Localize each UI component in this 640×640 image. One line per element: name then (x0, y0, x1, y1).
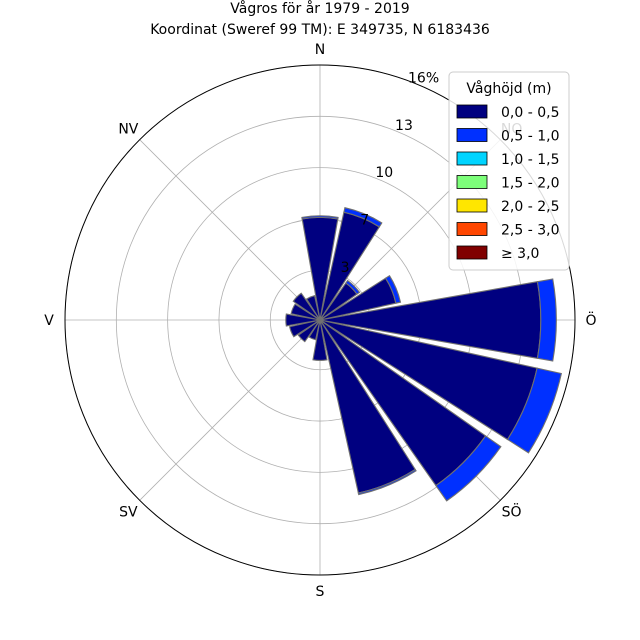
legend-label-5: 2,5 - 3,0 (501, 223, 559, 239)
legend-label-1: 0,5 - 1,0 (501, 129, 559, 145)
radial-tick-label-1: 7 (360, 213, 369, 229)
direction-label-NV: NV (118, 121, 138, 137)
sector-bar-11-bin-0 (288, 319, 321, 338)
legend-box (448, 71, 570, 271)
direction-label-N: N (315, 42, 325, 58)
direction-label-SV: SV (119, 505, 138, 521)
legend-label-3: 1,5 - 2,0 (501, 176, 559, 192)
sector-bar-1-bin-1 (343, 207, 383, 228)
sector-bar-15-bin-0 (305, 295, 321, 321)
sector-bar-6-bin-1 (435, 435, 502, 502)
legend-title: Våghöjd (m) (466, 80, 551, 97)
outer-frame (64, 64, 576, 576)
radial-tick-label-3: 13 (395, 118, 413, 134)
direction-label-SÖ: SÖ (502, 503, 522, 521)
legend-label-0: 0,0 - 0,5 (501, 105, 559, 121)
chart-title-line1: Vågros för år 1979 - 2019 (230, 0, 409, 17)
sector-bar-9-bin-0 (308, 319, 321, 341)
sector-bar-2-bin-1 (345, 279, 361, 295)
grid-spoke-7 (139, 139, 321, 321)
sector-bar-7-bin-1 (357, 468, 417, 496)
direction-label-V: V (44, 313, 54, 329)
sector-bar-0-bin-1 (301, 215, 339, 220)
legend-label-4: 2,0 - 2,5 (501, 199, 559, 215)
legend-swatch-5 (456, 222, 488, 236)
radial-tick-label-0: 3 (341, 260, 350, 276)
grid-spoke-5 (139, 319, 321, 501)
chart-title-line2: Koordinat (Sweref 99 TM): E 349735, N 61… (150, 22, 490, 38)
radial-tick-labels: 3 7 10 13 16% (341, 70, 440, 276)
sector-bar-4-bin-1 (536, 278, 557, 362)
legend-swatch-2 (456, 151, 488, 166)
legend: Våghöjd (m) 0,0 - 0,5 0,5 - 1,0 1,0 - 1,5 1,… (448, 71, 570, 271)
sector-bar-13-bin-0 (290, 303, 321, 321)
direction-label-Ö: Ö (585, 311, 596, 329)
sector-bar-5-bin-1 (506, 367, 563, 454)
sector-bar-12-bin-0 (285, 313, 321, 327)
legend-swatch-0 (456, 104, 488, 119)
radial-tick-label-2: 10 (375, 165, 393, 181)
legend-label-6: ≥ 3,0 (501, 246, 539, 262)
direction-label-S: S (316, 584, 325, 600)
radial-tick-label-4: 16% (408, 70, 439, 86)
sector-bar-8-bin-0 (312, 319, 328, 361)
sector-bars (285, 207, 563, 502)
sector-bar-3-bin-1 (384, 274, 402, 304)
legend-swatch-4 (456, 198, 488, 213)
legend-label-2: 1,0 - 1,5 (501, 152, 559, 168)
legend-swatch-3 (456, 175, 488, 189)
sector-bar-10-bin-0 (297, 319, 321, 343)
legend-swatch-6 (456, 245, 488, 260)
legend-swatch-1 (456, 128, 488, 142)
sector-bar-14-bin-0 (292, 292, 321, 321)
